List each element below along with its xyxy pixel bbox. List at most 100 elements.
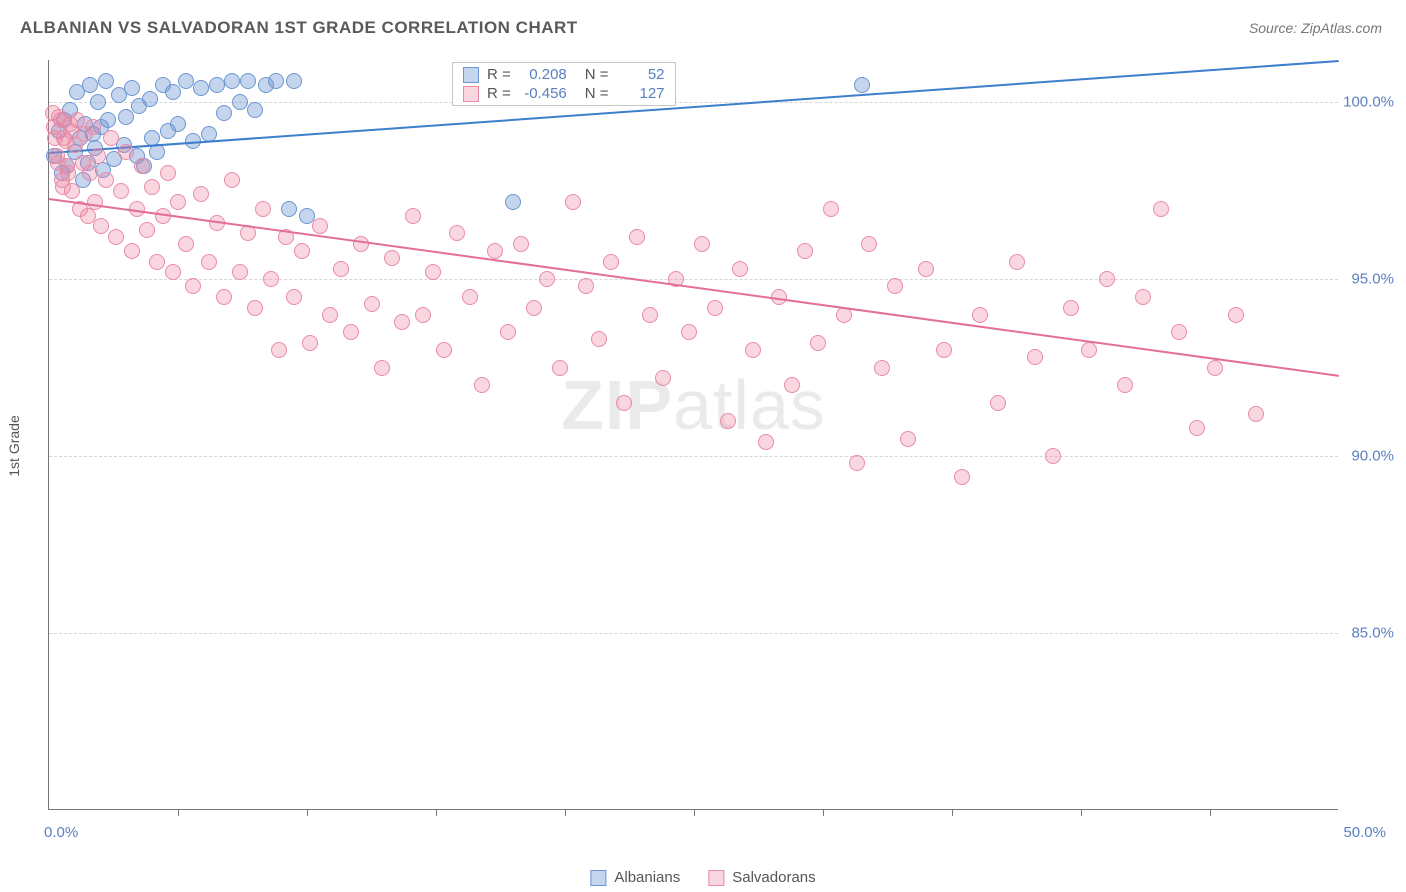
scatter-point xyxy=(784,377,800,393)
scatter-point xyxy=(286,289,302,305)
scatter-point xyxy=(312,218,328,234)
scatter-point xyxy=(170,116,186,132)
scatter-point xyxy=(394,314,410,330)
watermark: ZIPatlas xyxy=(561,365,826,445)
chart-title: ALBANIAN VS SALVADORAN 1ST GRADE CORRELA… xyxy=(20,18,578,38)
scatter-point xyxy=(384,250,400,266)
scatter-point xyxy=(505,194,521,210)
scatter-point xyxy=(209,77,225,93)
scatter-point xyxy=(854,77,870,93)
scatter-point xyxy=(603,254,619,270)
correlation-stats-box: R =0.208N =52R =-0.456N =127 xyxy=(452,62,676,106)
scatter-point xyxy=(82,165,98,181)
scatter-point xyxy=(216,289,232,305)
stat-value-n: 52 xyxy=(617,66,665,83)
scatter-point xyxy=(333,261,349,277)
scatter-point xyxy=(642,307,658,323)
scatter-point xyxy=(513,236,529,252)
scatter-point xyxy=(160,165,176,181)
scatter-point xyxy=(900,431,916,447)
scatter-point xyxy=(90,148,106,164)
source-attribution: Source: ZipAtlas.com xyxy=(1249,20,1382,36)
stat-value-n: 127 xyxy=(617,85,665,102)
scatter-point xyxy=(224,73,240,89)
scatter-point xyxy=(1117,377,1133,393)
scatter-point xyxy=(918,261,934,277)
scatter-point xyxy=(118,144,134,160)
scatter-point xyxy=(849,455,865,471)
stat-label-r: R = xyxy=(487,66,511,83)
scatter-point xyxy=(193,186,209,202)
scatter-point xyxy=(322,307,338,323)
scatter-point xyxy=(681,324,697,340)
x-tick xyxy=(694,809,695,816)
scatter-point xyxy=(286,73,302,89)
scatter-point xyxy=(449,225,465,241)
scatter-point xyxy=(758,434,774,450)
scatter-point xyxy=(82,77,98,93)
scatter-point xyxy=(240,73,256,89)
scatter-point xyxy=(1063,300,1079,316)
x-max-label: 50.0% xyxy=(1343,824,1386,841)
scatter-point xyxy=(170,194,186,210)
stat-label-n: N = xyxy=(585,66,609,83)
scatter-point xyxy=(281,201,297,217)
scatter-point xyxy=(500,324,516,340)
scatter-point xyxy=(415,307,431,323)
scatter-point xyxy=(271,342,287,358)
scatter-point xyxy=(1153,201,1169,217)
scatter-point xyxy=(165,84,181,100)
scatter-point xyxy=(425,264,441,280)
scatter-point xyxy=(1099,271,1115,287)
scatter-point xyxy=(1009,254,1025,270)
scatter-point xyxy=(990,395,1006,411)
chart-container: ALBANIAN VS SALVADORAN 1ST GRADE CORRELA… xyxy=(0,0,1406,892)
x-tick xyxy=(178,809,179,816)
scatter-point xyxy=(861,236,877,252)
scatter-point xyxy=(707,300,723,316)
scatter-point xyxy=(745,342,761,358)
scatter-point xyxy=(487,243,503,259)
scatter-point xyxy=(232,94,248,110)
scatter-point xyxy=(1171,324,1187,340)
scatter-point xyxy=(255,201,271,217)
scatter-point xyxy=(936,342,952,358)
scatter-point xyxy=(124,243,140,259)
scatter-point xyxy=(874,360,890,376)
legend-item-albanians: Albanians xyxy=(590,869,680,886)
scatter-point xyxy=(134,158,150,174)
scatter-point xyxy=(232,264,248,280)
y-tick-label: 100.0% xyxy=(1343,94,1394,111)
swatch-icon xyxy=(708,870,724,886)
y-tick-label: 95.0% xyxy=(1351,271,1394,288)
scatter-point xyxy=(1045,448,1061,464)
scatter-point xyxy=(165,264,181,280)
x-tick xyxy=(307,809,308,816)
scatter-point xyxy=(185,278,201,294)
scatter-point xyxy=(98,73,114,89)
scatter-point xyxy=(55,179,71,195)
scatter-point xyxy=(405,208,421,224)
scatter-point xyxy=(178,236,194,252)
scatter-point xyxy=(144,179,160,195)
scatter-point xyxy=(1081,342,1097,358)
scatter-point xyxy=(90,94,106,110)
scatter-point xyxy=(302,335,318,351)
scatter-point xyxy=(539,271,555,287)
x-tick xyxy=(1081,809,1082,816)
scatter-point xyxy=(1248,406,1264,422)
scatter-point xyxy=(201,254,217,270)
scatter-point xyxy=(887,278,903,294)
legend-item-salvadorans: Salvadorans xyxy=(708,869,815,886)
stat-value-r: 0.208 xyxy=(519,66,567,83)
scatter-point xyxy=(797,243,813,259)
swatch-icon xyxy=(463,86,479,102)
scatter-point xyxy=(139,222,155,238)
scatter-point xyxy=(113,183,129,199)
x-tick xyxy=(1210,809,1211,816)
x-tick xyxy=(952,809,953,816)
scatter-point xyxy=(353,236,369,252)
y-axis-label: 1st Grade xyxy=(6,415,22,476)
scatter-point xyxy=(247,300,263,316)
scatter-point xyxy=(474,377,490,393)
